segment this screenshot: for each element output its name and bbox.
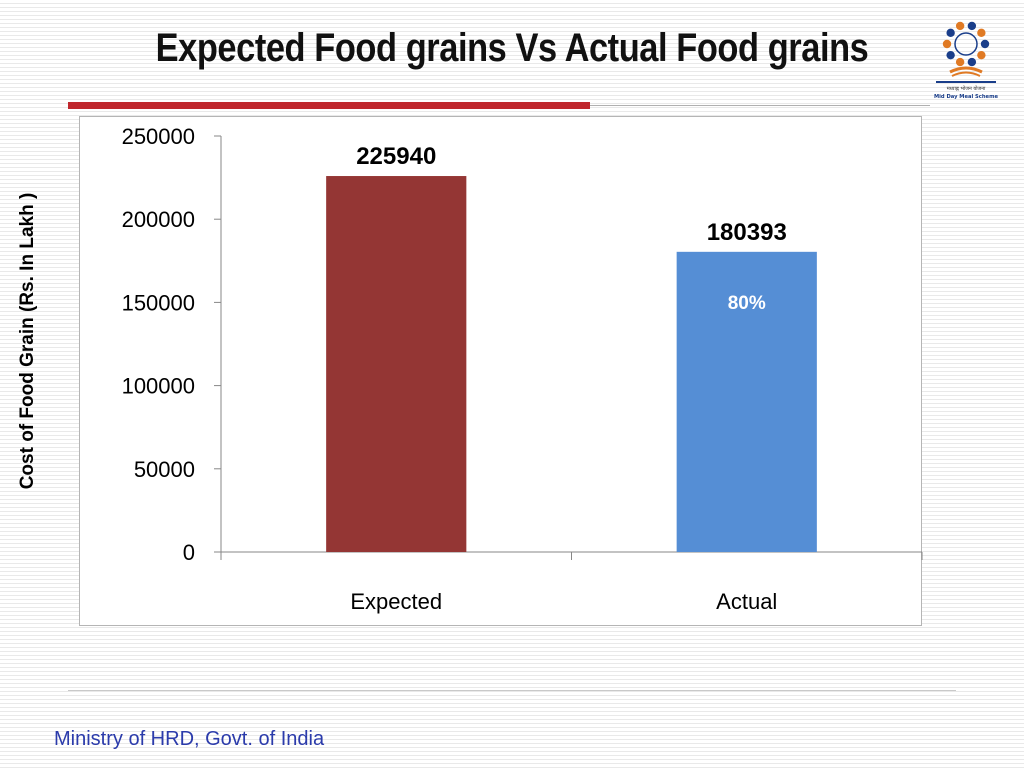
y-axis-label-container: Cost of Food Grain (Rs. In Lakh ) (14, 116, 42, 566)
y-axis-label: Cost of Food Grain (Rs. In Lakh ) (17, 192, 38, 490)
x-tick-label-actual: Actual (716, 589, 777, 614)
y-tick-label: 100000 (122, 374, 195, 399)
bar-actual (676, 251, 817, 552)
data-label-expected: 225940 (356, 143, 436, 170)
y-tick-label: 150000 (122, 290, 195, 315)
bar-chart: 0 50000 100000 150000 200000 250000 225940 Expe… (122, 124, 923, 614)
footer-divider (68, 690, 956, 691)
data-label-actual: 180393 (707, 219, 787, 246)
logo-caption: Mid Day Meal Scheme (934, 94, 998, 100)
chart-area: 0 50000 100000 150000 200000 250000 225940 Expe… (79, 116, 923, 626)
y-tick-label: 0 (183, 540, 195, 565)
y-tick-label: 200000 (122, 207, 195, 232)
bar-expected (326, 176, 467, 553)
svg-text:मध्याह्न भोजन योजना: मध्याह्न भोजन योजना (947, 85, 986, 92)
footer-ministry: Ministry of HRD, Govt. of India (54, 728, 325, 750)
y-tick-label: 250000 (122, 124, 195, 149)
title-underline (68, 102, 590, 109)
x-tick-label-expected: Expected (350, 589, 442, 614)
mid-day-meal-logo-icon: मध्याह्न भोजन योजना Mid Day Meal Scheme (928, 14, 1004, 106)
y-tick-label: 50000 (134, 457, 195, 482)
slide-title: Expected Food grains Vs Actual Food grai… (155, 26, 869, 70)
title-underline-thin (590, 105, 930, 106)
annotation-percentage: 80% (728, 293, 766, 314)
